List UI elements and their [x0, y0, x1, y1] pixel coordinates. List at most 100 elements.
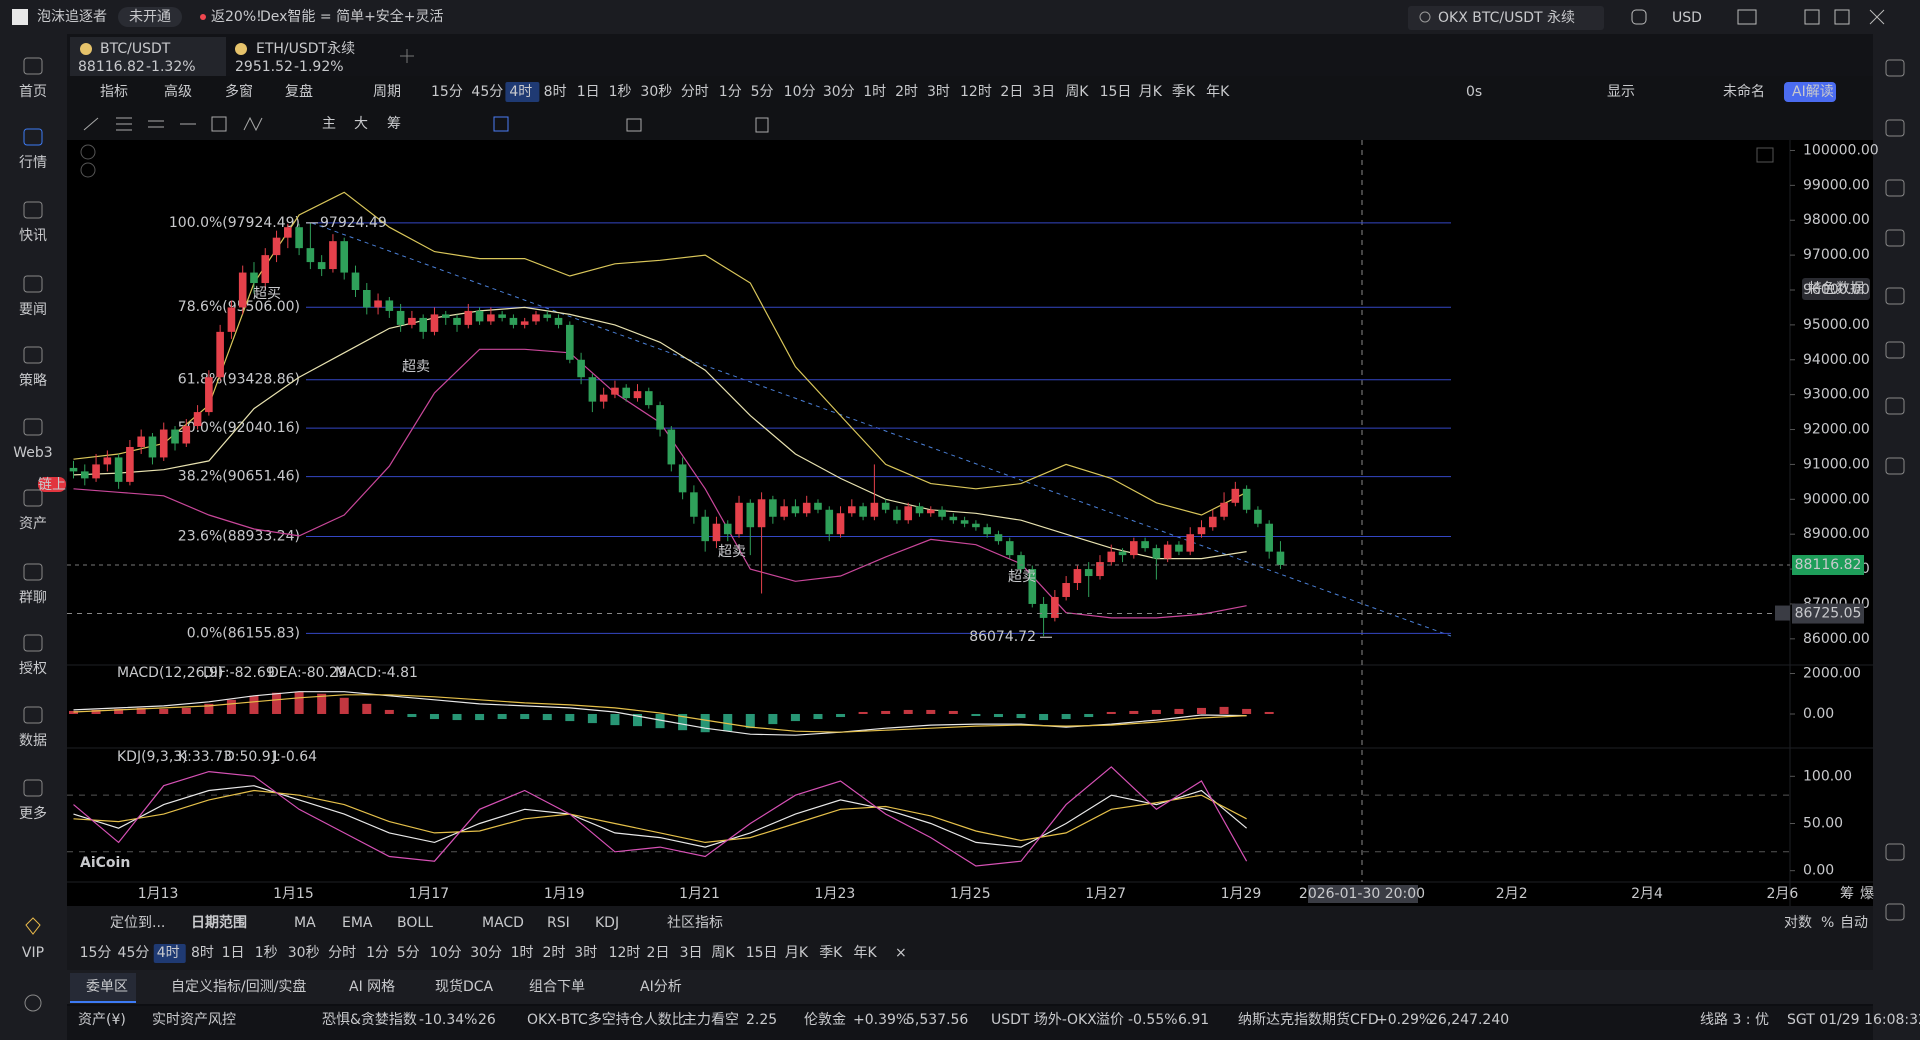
tool-rect[interactable] — [211, 116, 227, 132]
toolbar-button[interactable]: AI解读 — [1792, 83, 1834, 100]
account-status[interactable]: 未开通 — [129, 9, 171, 25]
tool-button[interactable]: 主 — [322, 116, 336, 132]
quick-period[interactable]: 3日 — [680, 945, 703, 961]
quick-period[interactable]: 分时 — [328, 945, 356, 961]
close-icon[interactable] — [1869, 9, 1885, 25]
ai-button[interactable] — [1784, 82, 1836, 102]
quick-period[interactable]: 月K — [785, 945, 809, 961]
period-button[interactable]: 5分 — [751, 84, 774, 100]
period-button[interactable]: 30分 — [823, 84, 855, 100]
quick-period[interactable]: 季K — [819, 945, 843, 961]
period-button[interactable]: 2日 — [1000, 84, 1023, 100]
bottom-tab[interactable]: 现货DCA — [435, 978, 494, 995]
right-tool-icon[interactable] — [1885, 179, 1905, 197]
quick-period[interactable]: 12时 — [609, 945, 641, 961]
nav-item[interactable]: 更多 — [19, 805, 47, 822]
add-alert[interactable] — [1775, 605, 1790, 621]
period-button[interactable]: 10分 — [784, 84, 816, 100]
quick-period[interactable]: 周K — [711, 945, 735, 961]
bottom-tab[interactable]: AI分析 — [640, 979, 682, 995]
indicator-bar-button[interactable]: 日期范围 — [191, 914, 247, 931]
period-button[interactable]: 1日 — [577, 84, 600, 100]
period-button[interactable]: 1分 — [719, 84, 742, 100]
community-indicators[interactable]: 社区指标 — [667, 915, 723, 931]
quick-period[interactable]: 8时 — [191, 945, 214, 961]
nav-item[interactable]: 授权 — [19, 661, 47, 677]
right-tool-icon[interactable] — [1885, 341, 1905, 359]
bottom-tab[interactable]: 自定义指标/回测/实盘 — [171, 978, 306, 995]
quick-period[interactable]: 3时 — [574, 945, 597, 961]
right-tool-icon[interactable] — [1885, 119, 1905, 137]
quick-period[interactable]: 15日 — [746, 945, 778, 961]
indicator-bar-button[interactable]: 定位到... — [110, 915, 165, 931]
period-button[interactable]: 45分 — [471, 84, 503, 100]
quick-period[interactable]: 45分 — [118, 945, 150, 961]
quick-period[interactable]: 年K — [853, 945, 877, 961]
toolbar-button[interactable]: 显示 — [1607, 84, 1635, 100]
scale-option[interactable]: 自动 — [1840, 915, 1868, 931]
period-button[interactable]: 4时 — [509, 84, 532, 100]
mail-icon[interactable] — [1737, 9, 1757, 25]
period-button[interactable]: 年K — [1206, 84, 1230, 100]
quick-period[interactable]: 10分 — [430, 945, 462, 961]
vip[interactable]: VIP — [22, 945, 44, 961]
bell-icon[interactable] — [1631, 9, 1647, 25]
quick-period[interactable]: 2日 — [647, 945, 670, 961]
right-tool-icon[interactable] — [1885, 843, 1905, 861]
quick-period[interactable]: 15分 — [80, 945, 112, 961]
tool-lock[interactable] — [626, 118, 642, 132]
right-tool-icon[interactable] — [1885, 229, 1905, 247]
period-button[interactable]: 季K — [1172, 84, 1196, 100]
toolbar-button[interactable]: 未命名 — [1723, 83, 1765, 100]
settings-icon[interactable] — [24, 994, 42, 1012]
tool-delete[interactable] — [755, 117, 769, 133]
tool-button[interactable]: 大 — [354, 116, 368, 132]
tab-symbol[interactable]: BTC/USDT — [100, 41, 171, 57]
period-button[interactable]: 1时 — [863, 84, 886, 100]
nav-item[interactable]: 数据 — [19, 733, 47, 749]
scale-option[interactable]: 对数 — [1784, 915, 1812, 931]
period-button[interactable]: 12时 — [960, 84, 992, 100]
quick-period[interactable]: 30秒 — [288, 945, 320, 961]
right-tool-icon[interactable] — [1885, 457, 1905, 475]
toolbar-button[interactable]: 复盘 — [285, 83, 313, 100]
toolbar-button[interactable]: 高级 — [164, 83, 192, 100]
tool-wave[interactable] — [243, 116, 263, 132]
quick-period[interactable]: 1分 — [366, 945, 389, 961]
quick-period[interactable]: 1日 — [222, 945, 245, 961]
nav-item[interactable]: 策略 — [19, 372, 47, 389]
right-tool-icon[interactable] — [1885, 397, 1905, 415]
nav-item[interactable]: 行情 — [19, 155, 47, 171]
tab-symbol[interactable]: ETH/USDT永续 — [256, 40, 355, 57]
period-button[interactable]: 1秒 — [609, 84, 632, 100]
side-tag[interactable]: 特色数据 — [1808, 280, 1864, 297]
bottom-tab[interactable]: 委单区 — [86, 979, 128, 995]
period-button[interactable]: 30秒 — [640, 84, 672, 100]
bottom-tab[interactable]: 组合下单 — [529, 979, 585, 995]
period-button[interactable]: 15日 — [1100, 84, 1132, 100]
collapse-icon[interactable] — [80, 144, 96, 160]
right-tool-icon[interactable] — [1885, 59, 1905, 77]
period-button[interactable]: 2时 — [895, 84, 918, 100]
period-menu[interactable]: 周期 — [373, 84, 401, 100]
period-button[interactable]: 周K — [1065, 84, 1089, 100]
axis-icon[interactable]: 筹 — [1840, 885, 1854, 902]
maximize-icon[interactable] — [1834, 9, 1850, 25]
indicator-toggle[interactable]: RSI — [547, 915, 570, 931]
nav-item[interactable]: 首页 — [19, 84, 47, 100]
collapse-icon[interactable] — [80, 162, 96, 178]
period-button[interactable]: 分时 — [681, 84, 709, 100]
quick-period[interactable]: 1秒 — [255, 945, 278, 961]
quick-period[interactable]: 1时 — [511, 945, 534, 961]
toolbar-button[interactable]: 指标 — [100, 84, 128, 100]
search-input[interactable]: OKX BTC/USDT 永续 — [1438, 9, 1575, 26]
tool-select[interactable] — [493, 116, 509, 132]
indicator-toggle[interactable]: MA — [294, 915, 316, 931]
toolbar-button[interactable]: 多窗 — [225, 83, 253, 100]
period-button[interactable]: 15分 — [431, 84, 463, 100]
indicator-toggle[interactable]: BOLL — [397, 915, 433, 931]
bottom-tab[interactable]: AI 网格 — [349, 979, 395, 995]
nav-item[interactable]: 快讯 — [19, 228, 47, 244]
side-tag-bg[interactable] — [1802, 278, 1870, 300]
nav-item[interactable]: 群聊 — [19, 590, 47, 606]
